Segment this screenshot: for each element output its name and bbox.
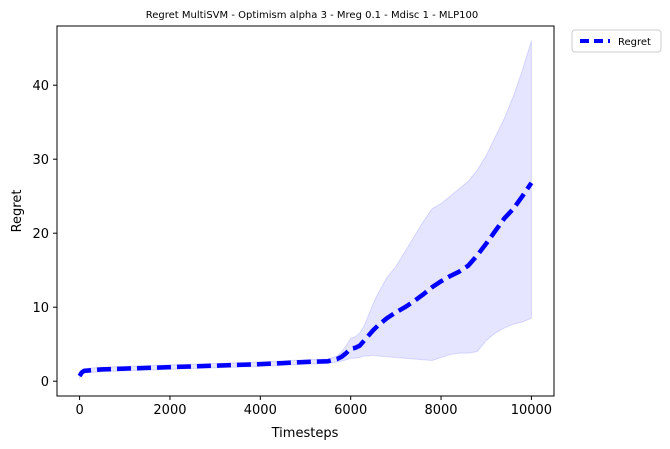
y-tick-label: 0 (41, 375, 49, 390)
x-tick-label: 8000 (424, 403, 457, 418)
x-tick-label: 4000 (244, 403, 277, 418)
x-tick-label: 6000 (334, 403, 367, 418)
legend-label-regret: Regret (618, 37, 651, 48)
x-tick-label: 2000 (153, 403, 186, 418)
x-tick-label: 10000 (511, 403, 552, 418)
y-tick-label: 30 (32, 153, 49, 168)
y-tick-label: 40 (32, 79, 49, 94)
x-axis-label: Timesteps (271, 426, 339, 441)
y-tick-label: 10 (32, 301, 49, 316)
x-tick-label: 0 (75, 403, 83, 418)
y-axis-label: Regret (10, 190, 25, 233)
y-tick-label: 20 (32, 227, 49, 242)
chart-title: Regret MultiSVM - Optimism alpha 3 - Mre… (146, 10, 479, 21)
legend: Regret (572, 30, 661, 52)
